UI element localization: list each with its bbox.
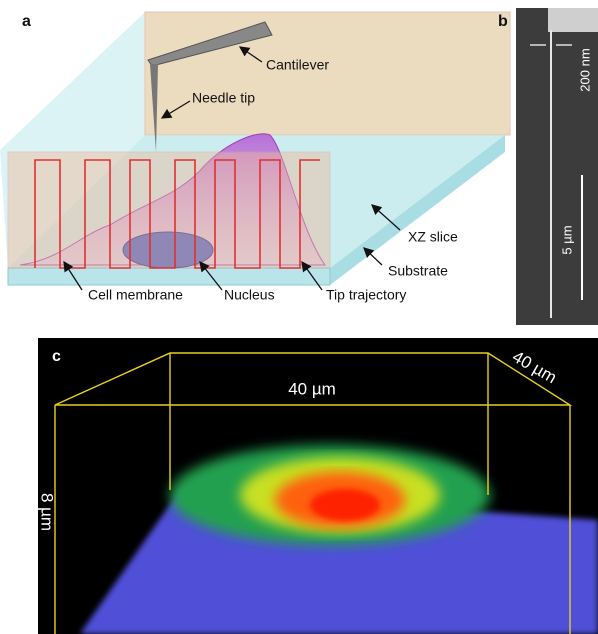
back-wall (145, 12, 510, 135)
axis-label: 8 µm (38, 493, 57, 531)
panel-label: a (22, 13, 31, 30)
panel-label: c (52, 348, 61, 365)
panel-b: b 200 nm 5 µm (498, 8, 598, 325)
tip-base (548, 8, 598, 32)
annotation: Cell membrane (88, 287, 183, 303)
annotation: Nucleus (224, 287, 275, 303)
substrate-front (8, 268, 330, 285)
scale-label: 200 nm (577, 48, 592, 91)
annotation: XZ slice (408, 229, 458, 245)
annotation: Needle tip (192, 90, 255, 106)
scale-label: 5 µm (559, 225, 574, 254)
annotation: Cantilever (266, 57, 329, 73)
panel-c: c 40 µm 40 µm 8 µm (38, 338, 598, 634)
cell-render (310, 489, 380, 521)
panel-label: b (498, 13, 508, 30)
figure: a Cantilever Needle tip XZ slice Substra… (0, 0, 598, 634)
annotation: Substrate (388, 263, 448, 279)
annotation: Tip trajectory (326, 287, 406, 303)
axis-label: 40 µm (288, 379, 336, 398)
xz-slice (8, 152, 330, 268)
panel-a: a Cantilever Needle tip XZ slice Substra… (0, 12, 510, 303)
